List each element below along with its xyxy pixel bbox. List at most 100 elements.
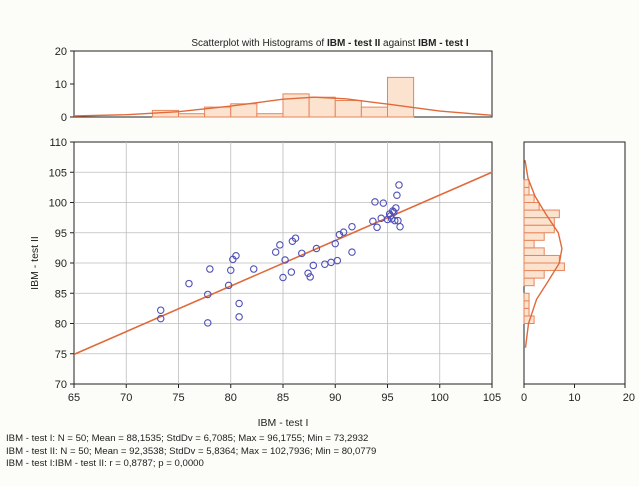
right-histogram-bar <box>523 292 530 302</box>
scatter-point <box>312 244 321 253</box>
y-axis-label: IBM - test II <box>29 236 41 290</box>
x-tick-label: 100 <box>431 392 449 404</box>
x-tick-label: 105 <box>483 392 501 404</box>
right-histogram-bar <box>523 277 535 287</box>
scatter-point <box>271 248 280 256</box>
scatter-point <box>235 313 243 321</box>
right-histogram-normal-curve <box>524 159 563 348</box>
scatter-point <box>204 290 212 299</box>
chart-title-part: IBM - test I <box>418 38 469 49</box>
scatter-point <box>156 314 165 323</box>
y-tick-label: 75 <box>55 349 67 361</box>
scatter-point <box>281 256 289 264</box>
scatter-point <box>204 319 212 327</box>
right-histogram-bar <box>523 179 530 188</box>
scatter-point <box>369 217 377 226</box>
y-tick-label: 90 <box>55 258 67 270</box>
scatter-panel: 65 70 75 80 85 90 95 100 10570758085909510010511… <box>29 137 501 429</box>
scatter-point <box>333 256 342 265</box>
y-tick-label: 110 <box>49 137 67 149</box>
right-histogram: 0 10 20 <box>521 141 635 404</box>
y-tick-label: 80 <box>55 319 67 331</box>
right-histogram-bar <box>523 232 545 241</box>
scatter-point <box>373 223 381 232</box>
x-tick-label: 80 <box>225 392 237 404</box>
right-histogram-tick-label: 10 <box>568 392 580 404</box>
top-histogram-bar <box>387 76 415 118</box>
chart-title: Scatterplot with Histograms of IBM - tes… <box>191 38 469 49</box>
scatter-point <box>276 241 284 249</box>
top-histogram-bar <box>308 96 336 118</box>
scatter-point <box>348 248 356 256</box>
top-histogram-tick-label: 10 <box>55 79 67 91</box>
right-histogram-bar <box>523 209 560 219</box>
scatter-point <box>348 222 356 231</box>
scatter-point <box>392 204 400 212</box>
right-histogram-bar <box>523 202 540 211</box>
y-tick-label: 85 <box>55 288 67 300</box>
scatter-point <box>156 306 165 314</box>
chart-title-part: Scatterplot with Histograms of <box>191 38 327 49</box>
scatter-point <box>391 216 399 225</box>
x-tick-label: 70 <box>120 392 132 404</box>
scatter-point <box>227 266 235 275</box>
right-histogram-tick-label: 20 <box>623 392 635 404</box>
top-histogram-bar <box>256 113 284 118</box>
right-histogram-bar <box>523 300 530 309</box>
chart-title-part: against <box>380 38 418 49</box>
y-tick-label: 70 <box>55 379 67 391</box>
scatter-point <box>309 261 318 270</box>
scatter-point <box>395 181 403 189</box>
chart-title-part: IBM - test II <box>327 38 381 49</box>
y-tick-label: 100 <box>49 198 67 210</box>
scatter-point <box>331 239 339 248</box>
scatter-point <box>379 199 388 207</box>
top-histogram-tick-label: 20 <box>55 46 67 58</box>
right-histogram-bar <box>523 307 530 317</box>
scatter-point <box>279 273 287 282</box>
summary-statistics: IBM - test I: N = 50; Mean = 88,1535; St… <box>6 433 634 471</box>
stats-line-test-ii: IBM - test II: N = 50; Mean = 92,3538; S… <box>6 445 377 457</box>
x-tick-label: 90 <box>329 392 341 404</box>
scatter-point <box>371 198 379 206</box>
stats-line-test-i: IBM - test I: N = 50; Mean = 88,1535; St… <box>6 433 369 444</box>
top-histogram-bar <box>178 113 206 118</box>
scatter-point <box>306 273 314 281</box>
right-histogram-bar <box>523 224 555 234</box>
scatter-point <box>390 208 398 216</box>
scatter-point <box>185 279 193 288</box>
x-tick-label: 65 <box>68 392 80 404</box>
regression-line <box>73 171 493 356</box>
scatter-point <box>339 228 348 236</box>
scatter-point <box>335 230 344 239</box>
scatter-point <box>396 222 404 231</box>
right-histogram-bar <box>523 270 545 279</box>
y-tick-label: 105 <box>49 167 67 179</box>
scatter-point <box>291 234 300 242</box>
top-histogram: 0 10 20 <box>55 46 493 124</box>
scatter-point <box>393 191 401 199</box>
scatter-point <box>206 265 214 273</box>
x-tick-label: 95 <box>381 392 393 404</box>
scatter-point <box>287 268 296 276</box>
right-histogram-bar <box>523 239 535 249</box>
top-histogram-bar <box>334 100 362 118</box>
scatter-point <box>235 299 243 308</box>
stats-line-correlation: IBM - test I:IBM - test II: r = 0,8787; … <box>6 458 204 469</box>
x-tick-label: 85 <box>277 392 289 404</box>
right-histogram-bar <box>523 254 560 264</box>
scatter-point <box>304 269 312 278</box>
right-histogram-bar <box>523 247 545 256</box>
top-histogram-normal-curve <box>73 96 493 117</box>
y-tick-label: 95 <box>55 228 67 240</box>
right-histogram-bar <box>523 186 530 196</box>
top-histogram-bar <box>360 106 388 118</box>
right-histogram-tick-label: 0 <box>521 392 527 404</box>
x-axis-label: IBM - test I <box>258 417 309 429</box>
top-histogram-tick-label: 0 <box>61 112 67 124</box>
scatter-point <box>224 281 233 290</box>
right-histogram-bar <box>523 194 535 203</box>
scatter-point <box>249 265 258 273</box>
scatter-point <box>232 251 240 260</box>
